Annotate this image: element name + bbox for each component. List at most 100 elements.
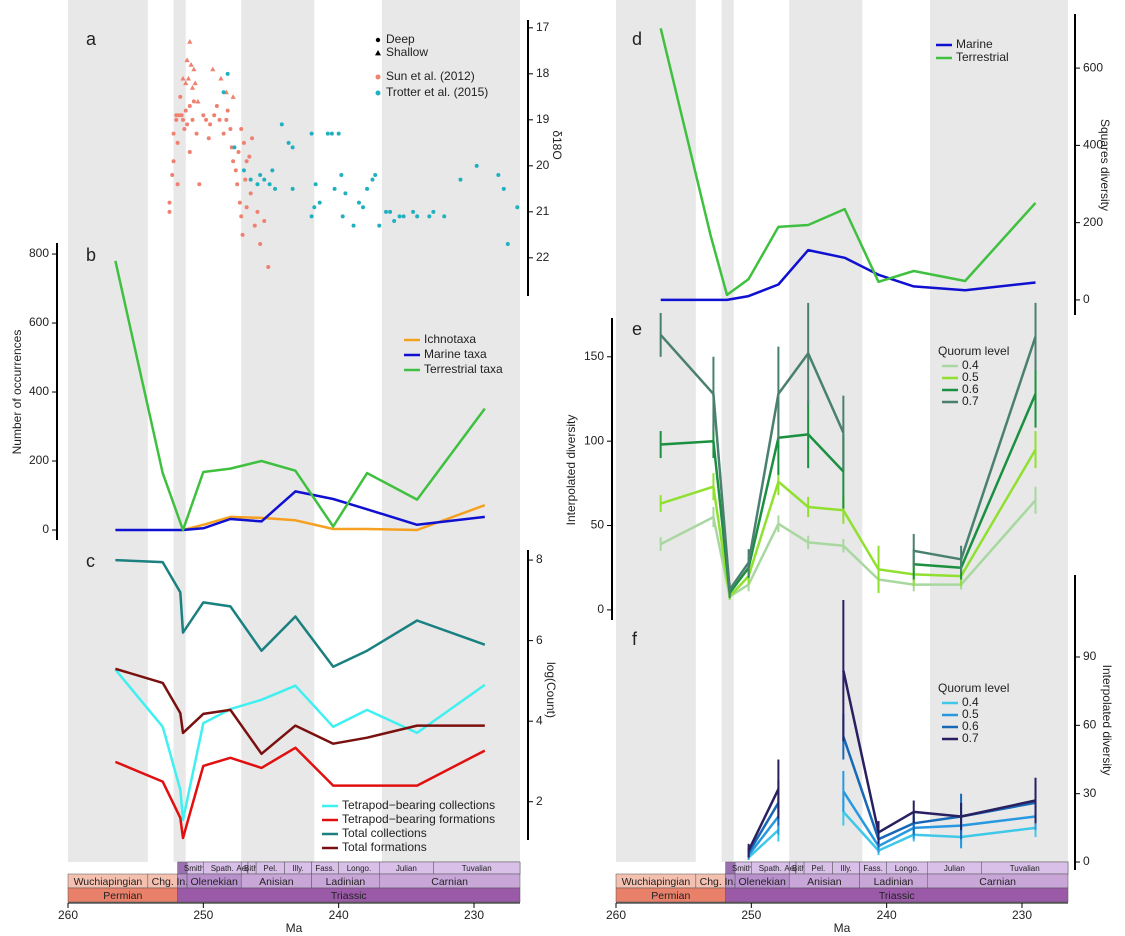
- data-line: [659, 28, 1037, 297]
- timescale-label: Spath.: [211, 864, 234, 873]
- data-point: [262, 219, 267, 224]
- data-point: [241, 168, 246, 173]
- data-point: [244, 159, 249, 164]
- data-point: [179, 113, 184, 118]
- y-axis-label: Interpolated diversity: [564, 415, 578, 526]
- data-point: [228, 127, 233, 132]
- data-point: [235, 182, 240, 187]
- data-point: [224, 117, 229, 122]
- x-tick-label: 240: [329, 908, 349, 922]
- y-axis-label: Interpolated diversity: [1100, 665, 1114, 776]
- data-point: [273, 186, 278, 191]
- data-point: [217, 117, 222, 122]
- data-point: [267, 182, 272, 187]
- data-line: [114, 668, 486, 822]
- y-tick-label: 0: [42, 522, 49, 536]
- data-point: [192, 80, 198, 86]
- data-point: [290, 186, 295, 191]
- legend-label: Deep: [386, 32, 415, 46]
- y-tick-label: 100: [584, 433, 604, 447]
- x-axis-label: Ma: [286, 921, 303, 935]
- y-axis-label: δ18O: [550, 130, 564, 159]
- timescale-label: Olenekian: [191, 876, 238, 888]
- panel-letter: c: [86, 551, 95, 571]
- data-point: [248, 191, 253, 196]
- y-axis-label: Squares diversity: [1098, 119, 1112, 211]
- data-point: [167, 200, 172, 205]
- data-point: [185, 75, 192, 81]
- legend-label: 0.5: [962, 707, 979, 721]
- data-point: [174, 117, 179, 122]
- data-point: [397, 214, 402, 219]
- data-point: [187, 104, 192, 109]
- data-point: [343, 191, 348, 196]
- y-tick-label: 2: [536, 794, 543, 808]
- y-tick-label: 6: [536, 633, 543, 647]
- data-point: [175, 182, 180, 187]
- y-tick-label: 400: [29, 384, 49, 398]
- legend-symbol: [375, 90, 381, 96]
- y-tick-label: 30: [1083, 786, 1097, 800]
- data-point: [458, 177, 463, 182]
- shading-band: [68, 0, 148, 862]
- data-point: [191, 99, 196, 104]
- panel-letter: d: [632, 29, 642, 49]
- y-tick-label: 17: [536, 20, 550, 34]
- timescale-label: Fass.: [863, 864, 883, 873]
- timescale-label: Wuchiapingian: [74, 876, 143, 888]
- timescale-label: Illy.: [840, 864, 851, 873]
- data-point: [231, 159, 236, 164]
- y-tick-label: 400: [1083, 138, 1103, 152]
- data-point: [266, 265, 271, 270]
- data-point: [175, 140, 180, 145]
- data-point: [392, 219, 397, 224]
- shading-band: [721, 0, 734, 862]
- y-tick-label: 200: [1083, 215, 1103, 229]
- data-point: [181, 117, 186, 122]
- legend-label: Tetrapod−bearing collections: [342, 798, 495, 812]
- timescale-label: Triassic: [331, 890, 367, 902]
- shading-band: [241, 0, 315, 862]
- timescale-label: Bith.: [792, 864, 808, 873]
- data-point: [356, 200, 361, 205]
- y-tick-label: 60: [1083, 718, 1097, 732]
- timescale-label: Wuchiapingian: [622, 876, 691, 888]
- timescale-label: Anisian: [259, 876, 294, 888]
- y-tick-label: 8: [536, 552, 543, 566]
- timescale-label: In.: [177, 876, 189, 888]
- legend-symbol: [375, 74, 381, 80]
- legend-label: Tetrapod−bearing formations: [342, 812, 495, 826]
- data-point: [474, 163, 479, 168]
- data-line: [182, 504, 486, 532]
- data-point: [258, 173, 263, 178]
- legend-label: Shallow: [386, 45, 428, 59]
- timescale-label: Illy.: [292, 864, 303, 873]
- data-point: [195, 98, 201, 104]
- timescale-label: Permian: [651, 890, 690, 902]
- data-point: [309, 131, 314, 136]
- legend-label: 0.5: [962, 370, 979, 384]
- data-point: [340, 214, 345, 219]
- timescale-label: Julian: [944, 864, 965, 873]
- legend-label: 0.4: [962, 695, 979, 709]
- data-point: [167, 209, 172, 214]
- data-point: [339, 173, 344, 178]
- legend-label: Sun et al. (2012): [386, 69, 475, 83]
- x-tick-label: 260: [606, 908, 626, 922]
- timescale-label: Tuvalian: [1010, 864, 1040, 873]
- y-tick-label: 50: [591, 518, 605, 532]
- legend-label: 0.7: [962, 394, 979, 408]
- timescale-label: Longo.: [347, 864, 371, 873]
- x-tick-label: 230: [1012, 908, 1032, 922]
- timescale-label: Ladinian: [874, 876, 914, 888]
- data-point: [212, 113, 217, 118]
- data-line: [115, 490, 485, 532]
- data-point: [182, 127, 187, 132]
- data-point: [365, 186, 370, 191]
- data-point: [442, 214, 447, 219]
- timescale-label: Aeg.: [784, 864, 800, 873]
- timescale-label: In.: [725, 876, 737, 888]
- data-point: [187, 39, 193, 44]
- data-point: [221, 90, 226, 95]
